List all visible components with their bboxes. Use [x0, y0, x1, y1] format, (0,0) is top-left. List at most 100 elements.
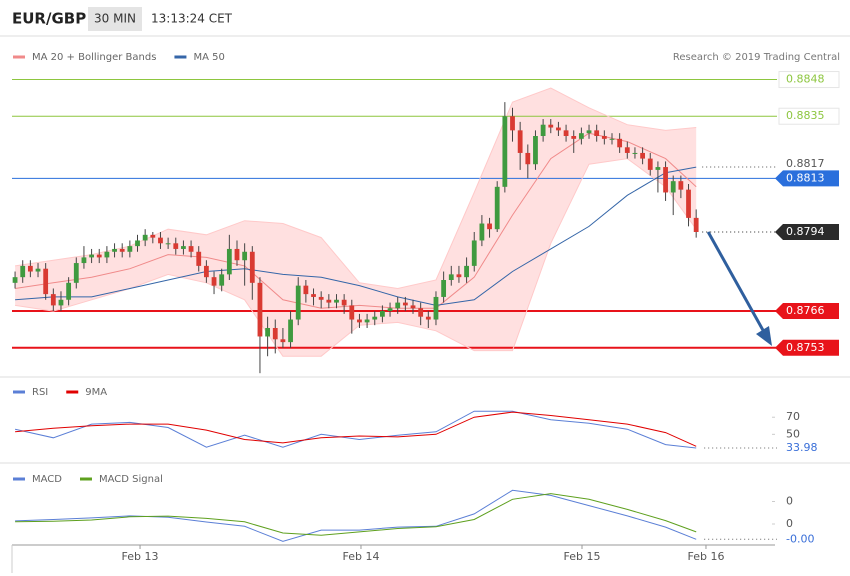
y-tick-label: 0 [786, 517, 793, 530]
indicator-line [15, 411, 697, 447]
candle-body [196, 251, 202, 266]
candle-body [525, 152, 531, 165]
candle-body [326, 299, 332, 303]
level-label: 0.8794 [786, 225, 825, 238]
candle-body [548, 124, 554, 128]
legend-label: MACD Signal [99, 474, 163, 485]
candle-body [242, 251, 248, 261]
candle-body [441, 280, 447, 297]
candle-body [647, 158, 653, 170]
candle-body [249, 251, 255, 283]
candle-body [655, 167, 661, 170]
candle-body [12, 277, 18, 283]
candle-body [372, 316, 378, 320]
legend-label: MA 50 [193, 52, 224, 63]
moving-average [15, 166, 697, 306]
candle-body [165, 243, 171, 245]
legend-label: MACD [32, 474, 62, 485]
candle-body [464, 265, 469, 278]
arrow-head [756, 326, 772, 346]
candle-body [20, 265, 26, 278]
candle-body [311, 294, 316, 297]
candle-body [349, 305, 355, 320]
y-tick-label: 50 [786, 427, 800, 440]
candle-body [357, 319, 362, 323]
candle-body [578, 133, 584, 139]
arrow-shaft [706, 231, 766, 333]
candle-body [678, 181, 684, 190]
candle-body [257, 282, 263, 337]
legend-label: MA 20 + Bollinger Bands [32, 52, 156, 63]
candle-body [303, 285, 309, 295]
level-label-box [775, 170, 839, 187]
candle-body [334, 299, 339, 303]
interval-box [88, 7, 142, 31]
candle-body [456, 274, 462, 278]
candle-body [127, 246, 133, 252]
candle-body [226, 248, 232, 275]
candle-body [142, 234, 148, 241]
candle-body [96, 254, 102, 258]
candle-body [563, 130, 569, 136]
level-label-box [775, 224, 839, 240]
candle-body [181, 246, 186, 249]
time: 13:13:24 CET [151, 12, 233, 26]
level-label: 0.8813 [786, 171, 825, 184]
candle-body [219, 274, 225, 286]
candle-body [380, 311, 385, 317]
candle-body [586, 130, 592, 134]
forecast-arrow [706, 231, 772, 346]
candle-body [670, 181, 676, 193]
candle-body [211, 277, 217, 286]
candle-body [494, 186, 500, 230]
candle-body [609, 138, 615, 140]
candle-body [280, 339, 286, 343]
candle-body [35, 268, 41, 272]
candle-body [471, 240, 477, 266]
candle-body [50, 294, 56, 306]
candle-body [43, 268, 49, 295]
candle-body [188, 246, 194, 252]
legend-label: 9MA [85, 387, 107, 398]
candle-body [58, 299, 64, 306]
candle-body [173, 243, 179, 249]
candle-body [617, 138, 623, 148]
candle-body [594, 130, 600, 136]
candle-body [502, 116, 508, 187]
candle-body [418, 308, 424, 317]
candle-body [402, 302, 408, 306]
candle-body [533, 136, 538, 165]
credit: Research © 2019 Trading Central [673, 52, 840, 63]
candle-body [632, 152, 638, 154]
candle-body [119, 248, 125, 252]
level-label-box [775, 339, 839, 356]
current-label: 33.98 [786, 441, 818, 454]
y-tick-label: 0 [786, 495, 793, 508]
candle-body [425, 316, 431, 320]
candle-body [73, 263, 79, 283]
candle-body [479, 223, 485, 241]
candle-body [272, 328, 278, 340]
level-label-box [775, 303, 839, 320]
candle-body [265, 328, 271, 337]
level-label-box [778, 107, 840, 125]
candle-body [81, 257, 87, 264]
candle-body [686, 189, 691, 218]
candle-body [295, 285, 301, 320]
candle-body [640, 152, 646, 159]
candle-body [341, 299, 347, 306]
candle-body [487, 223, 492, 230]
candle-body [288, 319, 293, 343]
level-label: 0.8848 [786, 73, 825, 86]
candle-body [150, 234, 156, 238]
level-label: 0.8835 [786, 109, 825, 122]
symbol: EUR/GBP [12, 10, 86, 28]
x-tick-label: Feb 16 [687, 550, 724, 563]
candle-body [112, 248, 117, 252]
candle-body [448, 274, 454, 280]
candle-body [104, 251, 110, 258]
level-label: 0.8766 [786, 304, 825, 317]
level-label: 0.8817 [786, 157, 825, 170]
